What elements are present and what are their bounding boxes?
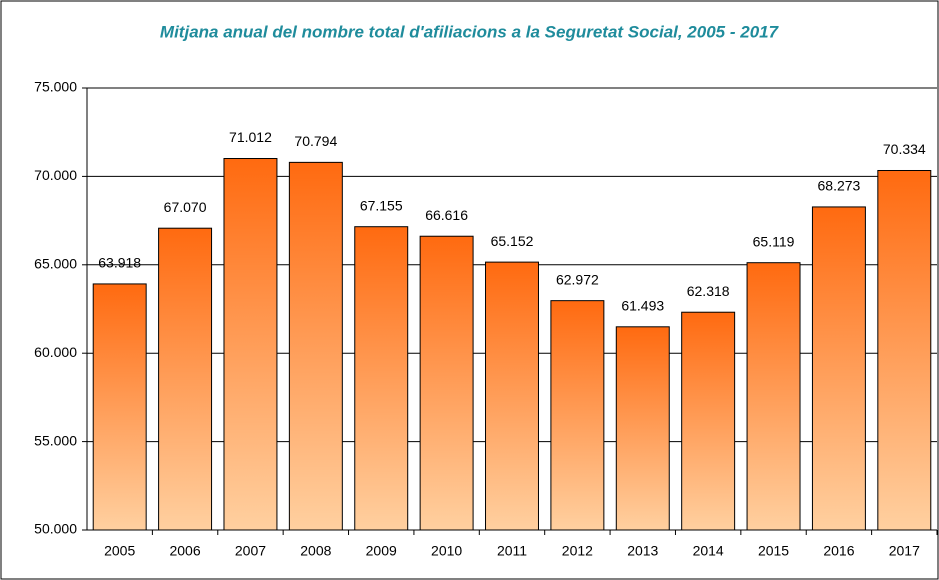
x-tick-label: 2013 [627,543,658,559]
data-label: 67.155 [360,197,403,213]
data-label: 67.070 [164,199,207,215]
data-label: 70.794 [294,133,337,149]
y-tick-label: 75.000 [34,79,77,95]
bar [158,227,213,531]
x-tick-label: 2005 [104,543,135,559]
data-label: 65.152 [491,233,534,249]
y-tick-label: 70.000 [34,167,77,183]
data-label: 65.119 [753,233,795,249]
x-tick-label: 2007 [235,543,266,559]
data-label: 66.616 [425,207,468,223]
bar [550,300,605,531]
bar [419,235,474,531]
x-tick-label: 2006 [169,543,200,559]
x-tick-label: 2014 [693,543,724,559]
chart-title: Mitjana anual del nombre total d'afiliac… [160,22,780,41]
y-tick-label: 50.000 [34,521,77,537]
x-tick-label: 2015 [758,543,789,559]
y-tick-label: 60.000 [34,344,77,360]
bar [354,226,409,531]
data-label: 71.012 [229,129,272,145]
x-tick-label: 2017 [889,543,920,559]
x-tick-label: 2009 [366,543,397,559]
data-label: 70.334 [883,141,926,157]
bar [811,206,866,531]
bar [746,262,801,531]
bar [92,283,147,531]
y-tick-label: 65.000 [34,256,77,272]
data-label: 68.273 [818,178,861,194]
bar [681,311,736,531]
data-label: 62.318 [687,283,730,299]
bar [615,326,670,531]
data-label: 63.918 [98,255,141,271]
data-label: 61.493 [621,298,664,314]
data-label: 62.972 [556,271,599,287]
bar [288,161,343,531]
y-tick-label: 55.000 [34,432,77,448]
x-tick-label: 2011 [497,543,527,559]
bar [485,261,539,531]
x-tick-label: 2008 [300,543,331,559]
x-tick-label: 2012 [562,543,593,559]
bar [223,158,278,531]
x-tick-label: 2010 [431,543,462,559]
x-tick-label: 2016 [823,543,854,559]
bar [877,169,932,531]
